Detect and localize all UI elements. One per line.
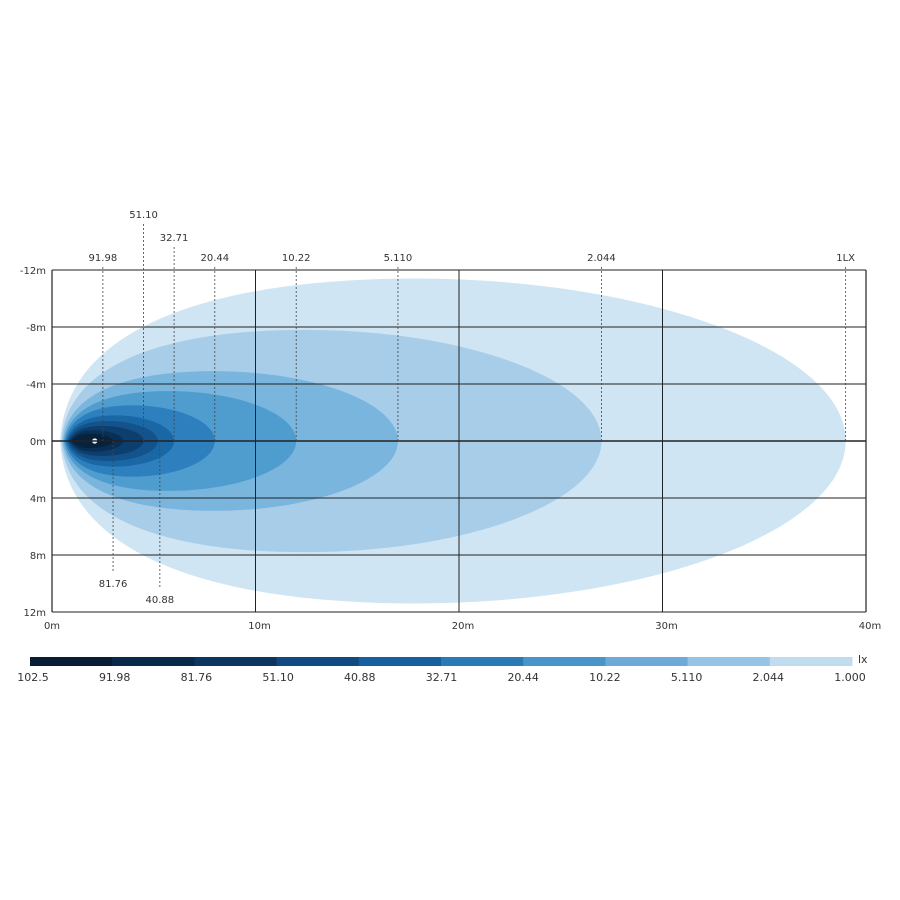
x-tick-label: 40m [859,621,881,632]
legend-swatch [358,657,442,666]
legend-swatch [441,657,524,666]
legend-label: 81.76 [181,671,213,684]
callout-label-top: 5.110 [384,253,413,264]
legend-label: 51.10 [262,671,294,684]
legend-label: 20.44 [507,671,539,684]
legend-label: 32.71 [426,671,458,684]
legend-label: 2.044 [753,671,785,684]
callout-label-top: 91.98 [89,253,118,264]
y-tick-label: 8m [30,551,46,562]
x-axis: 0m 10m 20m 30m 40m [44,621,881,632]
legend-swatch [112,657,195,666]
callout-label-bottom: 81.76 [99,579,128,590]
y-tick-label: -4m [26,380,46,391]
callout-label-top: 1LX [836,253,855,264]
x-tick-label: 0m [44,621,60,632]
callout-label-top: 10.22 [282,253,311,264]
y-tick-label: -8m [26,323,46,334]
color-legend: lx 102.5 91.98 81.76 51.10 40.88 32.71 20.44 10.… [17,653,868,684]
y-tick-label: 4m [30,494,46,505]
legend-swatch [276,657,360,666]
callout-label-top: 51.10 [129,210,158,221]
legend-unit: lx [858,653,868,666]
callout-label-top: 20.44 [200,253,229,264]
legend-label: 10.22 [589,671,621,684]
callout-label-bottom: 40.88 [146,595,175,606]
legend-label: 40.88 [344,671,376,684]
legend-swatch [30,657,113,666]
legend-swatch [687,657,771,666]
y-tick-label: 12m [24,608,46,619]
legend-label: 1.000 [834,671,866,684]
y-tick-label: 0m [30,437,46,448]
y-tick-label: -12m [20,266,46,277]
legend-swatch [605,657,689,666]
x-tick-label: 20m [452,621,474,632]
legend-swatch [769,657,853,666]
y-axis: -12m -8m -4m 0m 4m 8m 12m [20,266,46,619]
x-tick-label: 10m [248,621,270,632]
callout-lines: 91.98 51.10 32.71 20.44 10.22 5.110 2.044 1LX 81… [89,210,856,606]
legend-swatch [194,657,278,666]
legend-label: 102.5 [17,671,49,684]
legend-label: 5.110 [671,671,703,684]
legend-label: 91.98 [99,671,131,684]
callout-label-top: 2.044 [587,253,616,264]
legend-swatch [523,657,606,666]
x-tick-label: 30m [655,621,677,632]
chart-grid [51,269,867,613]
callout-label-top: 32.71 [160,233,189,244]
